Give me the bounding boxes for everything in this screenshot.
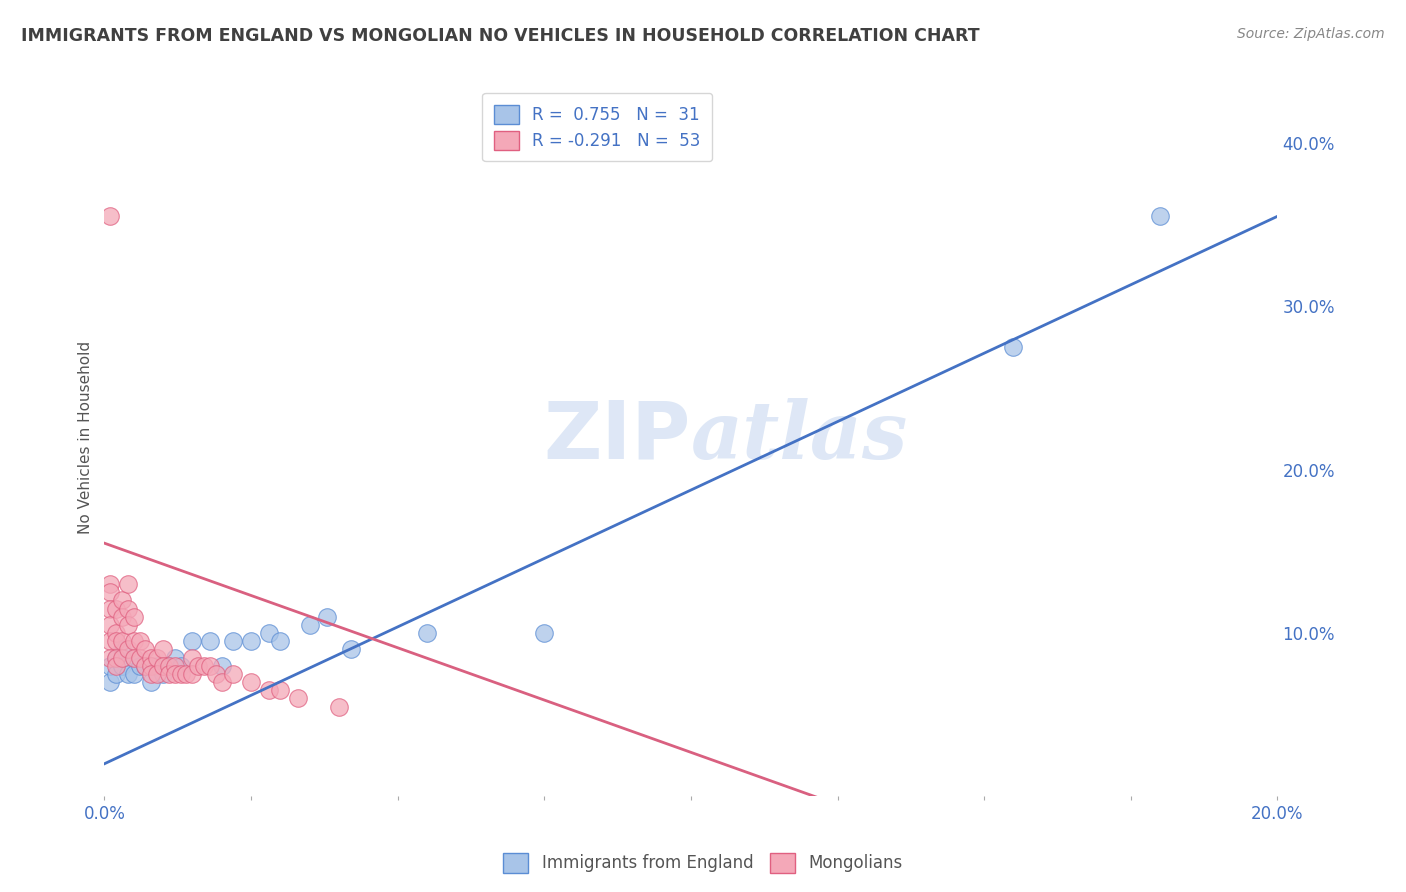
Point	[146, 658, 169, 673]
Point	[152, 642, 174, 657]
Point	[416, 626, 439, 640]
Point	[98, 601, 121, 615]
Point	[117, 577, 139, 591]
Point	[1002, 340, 1025, 354]
Point	[98, 577, 121, 591]
Point	[169, 666, 191, 681]
Point	[98, 585, 121, 599]
Point	[117, 642, 139, 657]
Point	[257, 626, 280, 640]
Point	[117, 618, 139, 632]
Point	[122, 634, 145, 648]
Point	[157, 658, 180, 673]
Text: Source: ZipAtlas.com: Source: ZipAtlas.com	[1237, 27, 1385, 41]
Point	[163, 666, 186, 681]
Point	[152, 666, 174, 681]
Point	[240, 634, 263, 648]
Point	[128, 650, 150, 665]
Point	[316, 609, 339, 624]
Point	[222, 666, 245, 681]
Point	[98, 618, 121, 632]
Point	[122, 609, 145, 624]
Point	[134, 658, 156, 673]
Point	[98, 210, 121, 224]
Point	[98, 675, 121, 690]
Point	[204, 666, 226, 681]
Point	[98, 650, 121, 665]
Point	[111, 609, 134, 624]
Point	[141, 658, 163, 673]
Point	[269, 683, 291, 698]
Point	[117, 666, 139, 681]
Point	[134, 642, 156, 657]
Point	[141, 666, 163, 681]
Point	[111, 650, 134, 665]
Point	[163, 658, 186, 673]
Point	[181, 650, 204, 665]
Point	[122, 650, 145, 665]
Point	[181, 634, 204, 648]
Text: IMMIGRANTS FROM ENGLAND VS MONGOLIAN NO VEHICLES IN HOUSEHOLD CORRELATION CHART: IMMIGRANTS FROM ENGLAND VS MONGOLIAN NO …	[21, 27, 980, 45]
Point	[339, 642, 361, 657]
Point	[105, 650, 128, 665]
Y-axis label: No Vehicles in Household: No Vehicles in Household	[79, 341, 93, 533]
Point	[141, 675, 163, 690]
Point	[105, 626, 128, 640]
Point	[111, 634, 134, 648]
Point	[187, 658, 209, 673]
Point	[98, 634, 121, 648]
Point	[198, 634, 221, 648]
Point	[169, 658, 191, 673]
Point	[146, 666, 169, 681]
Point	[240, 675, 263, 690]
Point	[111, 658, 134, 673]
Point	[163, 650, 186, 665]
Point	[157, 658, 180, 673]
Point	[176, 666, 198, 681]
Point	[141, 650, 163, 665]
Point	[298, 618, 321, 632]
Text: ZIP: ZIP	[544, 398, 690, 476]
Point	[533, 626, 555, 640]
Point	[181, 666, 204, 681]
Point	[211, 658, 233, 673]
Point	[117, 601, 139, 615]
Point	[105, 658, 128, 673]
Point	[105, 601, 128, 615]
Point	[111, 642, 134, 657]
Point	[128, 634, 150, 648]
Legend: R =  0.755   N =  31, R = -0.291   N =  53: R = 0.755 N = 31, R = -0.291 N = 53	[482, 93, 713, 161]
Point	[111, 593, 134, 607]
Point	[328, 699, 350, 714]
Point	[122, 650, 145, 665]
Point	[128, 658, 150, 673]
Point	[287, 691, 309, 706]
Point	[105, 650, 128, 665]
Point	[198, 658, 221, 673]
Point	[269, 634, 291, 648]
Point	[134, 658, 156, 673]
Point	[1149, 210, 1171, 224]
Legend: Immigrants from England, Mongolians: Immigrants from England, Mongolians	[496, 847, 910, 880]
Text: atlas: atlas	[690, 398, 908, 475]
Point	[122, 666, 145, 681]
Point	[105, 634, 128, 648]
Point	[257, 683, 280, 698]
Point	[146, 650, 169, 665]
Point	[193, 658, 215, 673]
Point	[157, 666, 180, 681]
Point	[222, 634, 245, 648]
Point	[211, 675, 233, 690]
Point	[152, 658, 174, 673]
Point	[105, 666, 128, 681]
Point	[98, 658, 121, 673]
